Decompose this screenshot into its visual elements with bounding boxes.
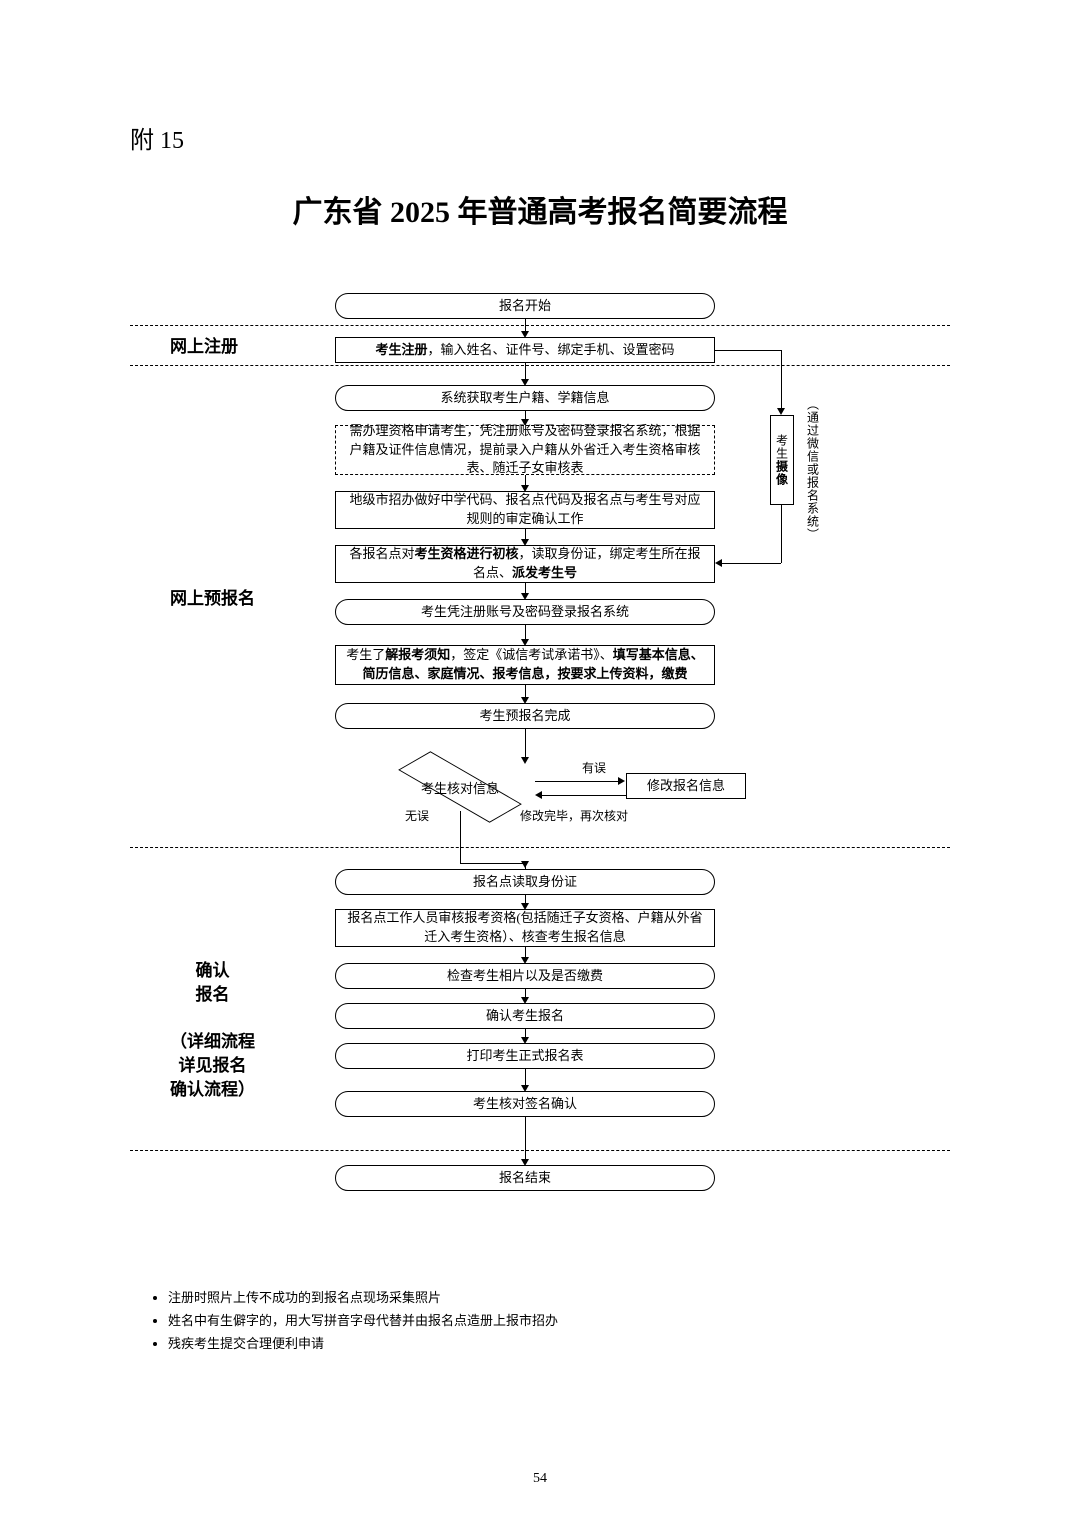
node-text: 系统获取考生户籍、学籍信息 <box>440 389 609 408</box>
node-fill: 考生了解报考须知，签定《诚信考试承诺书》、填写基本信息、简历信息、家庭情况、报考… <box>335 645 715 685</box>
node-predone: 考生预报名完成 <box>335 703 715 729</box>
stage-label-line: 确认 <box>196 961 230 980</box>
node-text: 地级市招办做好中学代码、报名点代码及报名点与考生号对应规则的审定确认工作 <box>344 491 706 529</box>
node-photo-note: （通过微信或报名系统） <box>802 387 824 551</box>
note-item: 姓名中有生僻字的，用大写拼音字母代替并由报名点造册上报市招办 <box>168 1310 950 1329</box>
note-item: 残疾考生提交合理便利申请 <box>168 1333 950 1352</box>
node-text: 考生注册，输入姓名、证件号、绑定手机、设置密码 <box>375 341 674 360</box>
stage-label-line: 报名 <box>196 985 230 1004</box>
arrow <box>535 781 619 782</box>
arrow <box>542 795 626 796</box>
flowchart: 网上注册 网上预报名 确认 报名 （详细流程 详见报名 确认流程） 报名开始 考… <box>130 287 950 1247</box>
node-readid: 报名点读取身份证 <box>335 869 715 895</box>
stage-label-confirm: 确认 报名 （详细流程 详见报名 确认流程） <box>170 959 255 1102</box>
stage-label-line: 确认流程） <box>170 1080 255 1099</box>
arrowhead-left-icon <box>715 559 722 567</box>
stage-label-line: （详细流程 <box>170 1032 255 1051</box>
node-text: 考生核对信息 <box>380 763 540 811</box>
node-text: 考生预报名完成 <box>479 707 570 726</box>
arrow <box>781 505 782 563</box>
node-text: 考生凭注册账号及密码登录报名系统 <box>421 603 629 622</box>
node-firstcheck: 各报名点对考生资格进行初核，读取身份证，绑定考生所在报名点、派发考生号 <box>335 545 715 583</box>
node-modify: 修改报名信息 <box>626 773 746 799</box>
node-text: 考生核对签名确认 <box>473 1095 577 1114</box>
arrow <box>781 350 782 410</box>
node-printform: 打印考生正式报名表 <box>335 1043 715 1069</box>
divider <box>130 1150 950 1151</box>
arrow <box>722 563 781 564</box>
stage-label-register: 网上注册 <box>170 335 238 359</box>
appendix-label: 附 15 <box>130 120 950 155</box>
node-text: 报名结束 <box>499 1169 551 1188</box>
arrowhead-down-icon <box>777 408 785 415</box>
node-text: 各报名点对考生资格进行初核，读取身份证，绑定考生所在报名点、派发考生号 <box>344 545 706 583</box>
arrowhead-right-icon <box>618 777 625 785</box>
node-login: 考生凭注册账号及密码登录报名系统 <box>335 599 715 625</box>
node-photo: 考生摄像 <box>770 415 794 505</box>
notes-list: 注册时照片上传不成功的到报名点现场采集照片 姓名中有生僻字的，用大写拼音字母代替… <box>130 1287 950 1352</box>
arrow <box>460 863 525 864</box>
divider <box>130 365 950 366</box>
node-citycode: 地级市招办做好中学代码、报名点代码及报名点与考生号对应规则的审定确认工作 <box>335 491 715 529</box>
node-text: 检查考生相片以及是否缴费 <box>447 967 603 986</box>
stage-label-preregister: 网上预报名 <box>170 587 255 611</box>
node-confirm: 确认考生报名 <box>335 1003 715 1029</box>
node-text: （通过微信或报名系统） <box>805 398 822 541</box>
node-end: 报名结束 <box>335 1165 715 1191</box>
arrow <box>715 350 781 351</box>
note-item: 注册时照片上传不成功的到报名点现场采集照片 <box>168 1287 950 1306</box>
stage-label-line: 详见报名 <box>179 1056 247 1075</box>
node-start: 报名开始 <box>335 293 715 319</box>
arrow <box>525 729 526 759</box>
node-qualify: 需办理资格申请考生，凭注册账号及密码登录报名系统，根据户籍及证件信息情况，提前录… <box>335 425 715 475</box>
node-auditqual: 报名点工作人员审核报考资格(包括随迁子女资格、户籍从外省迁入考生资格）、核查考生… <box>335 909 715 947</box>
page-number: 54 <box>0 1471 1080 1487</box>
arrow <box>525 1117 526 1161</box>
node-text: 需办理资格申请考生，凭注册账号及密码登录报名系统，根据户籍及证件信息情况，提前录… <box>344 422 706 479</box>
divider <box>130 847 950 848</box>
edge-label: 有误 <box>582 759 606 776</box>
node-text: 打印考生正式报名表 <box>466 1047 583 1066</box>
arrow <box>460 811 461 863</box>
node-text: 报名开始 <box>499 297 551 316</box>
node-text: 报名点读取身份证 <box>473 873 577 892</box>
node-text: 修改报名信息 <box>647 777 725 796</box>
node-sign: 考生核对签名确认 <box>335 1091 715 1117</box>
node-text: 考生摄像 <box>774 434 791 486</box>
node-text: 考生了解报考须知，签定《诚信考试承诺书》、填写基本信息、简历信息、家庭情况、报考… <box>344 646 706 684</box>
node-text: 报名点工作人员审核报考资格(包括随迁子女资格、户籍从外省迁入考生资格）、核查考生… <box>344 909 706 947</box>
node-text: 确认考生报名 <box>486 1007 564 1026</box>
node-checkfee: 检查考生相片以及是否缴费 <box>335 963 715 989</box>
node-register: 考生注册，输入姓名、证件号、绑定手机、设置密码 <box>335 337 715 363</box>
node-fetch: 系统获取考生户籍、学籍信息 <box>335 385 715 411</box>
node-verify-diamond: 考生核对信息 <box>380 763 540 811</box>
divider <box>130 325 950 326</box>
page-title: 广东省 2025 年普通高考报名简要流程 <box>130 187 950 231</box>
